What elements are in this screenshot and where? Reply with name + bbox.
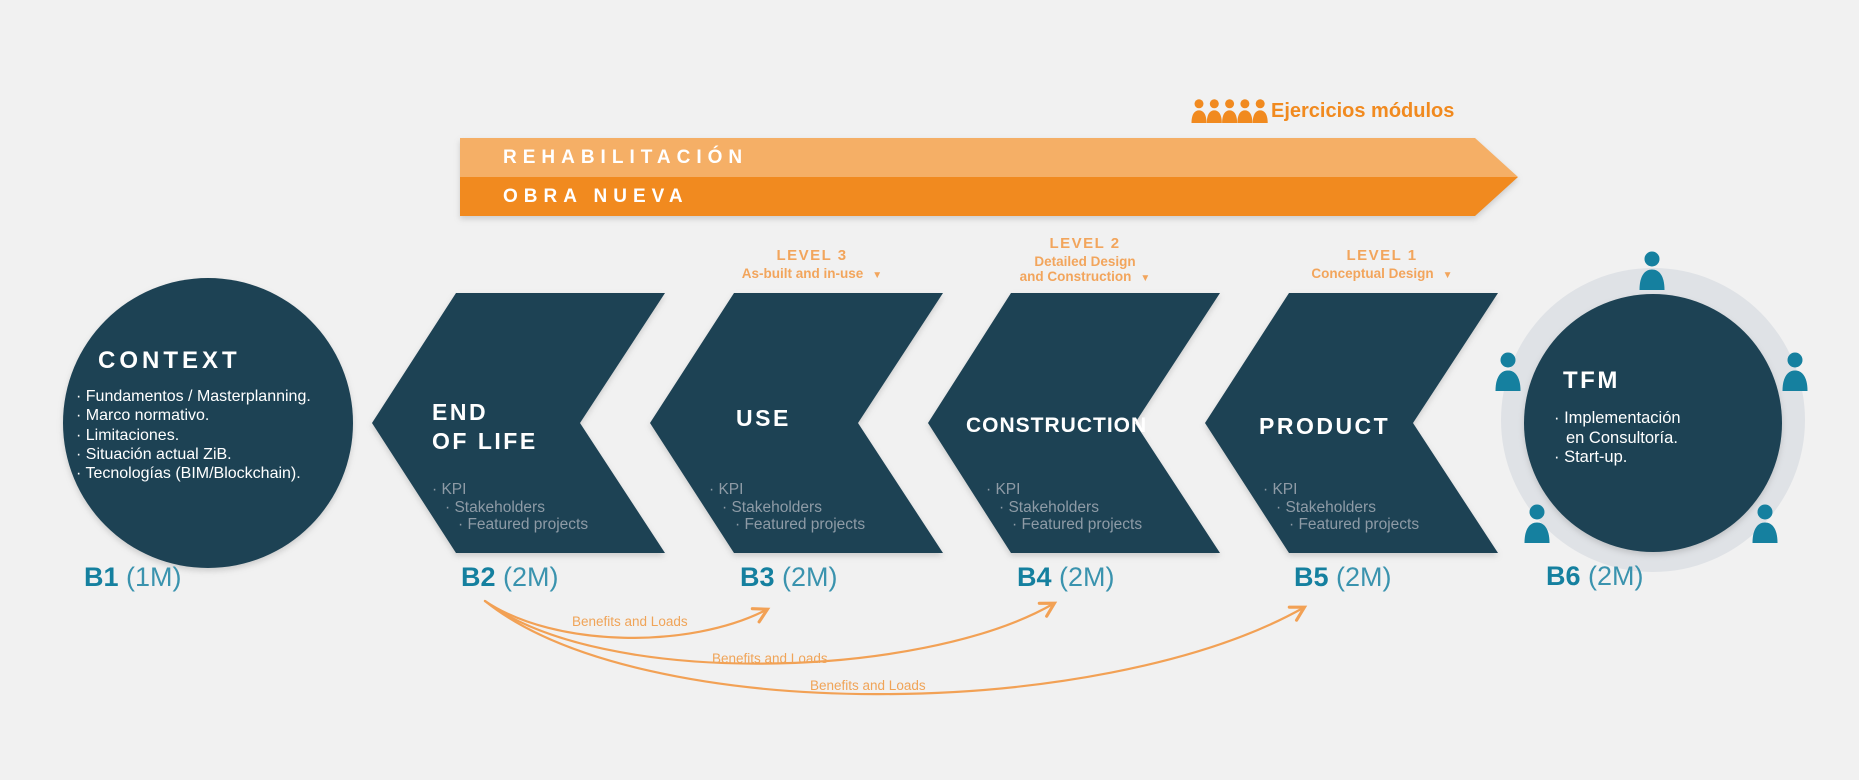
bullet: · Stakeholders [999, 498, 1099, 516]
chevron-product [1205, 293, 1498, 553]
module-duration: (2M) [782, 562, 838, 592]
level-3-detail: As-built and in-use ▼ [741, 266, 883, 281]
end-of-life-bullets: · KPI · Stakeholders · Featured projects [432, 481, 588, 534]
context-circle [63, 278, 353, 568]
person-icon [1191, 99, 1207, 123]
level-2-name: LEVEL 2 [1049, 235, 1121, 252]
context-bullet: · Situación actual ZiB. [76, 445, 232, 463]
benefits-arrow-b2-b4 [483, 599, 1058, 665]
bullet: · Implementación [1554, 409, 1681, 427]
level-1-detail: Conceptual Design ▼ [1311, 266, 1453, 281]
banner-obra-nueva-band [460, 177, 1518, 216]
banner-line-rehabilitacion: REHABILITACIÓN [503, 147, 749, 168]
end-of-life-title: END OF LIFE [432, 399, 538, 454]
module-code: B4 [1017, 562, 1052, 592]
person-icon [1639, 251, 1665, 290]
context-title: CONTEXT [98, 347, 241, 374]
product-title: PRODUCT [1259, 413, 1391, 439]
bullet: · Featured projects [1289, 516, 1420, 533]
chevron-use [650, 293, 943, 553]
bullet: · Featured projects [1012, 516, 1143, 533]
context-bullet: · Tecnologías (BIM/Blockchain). [76, 465, 301, 483]
person-icon [1222, 99, 1238, 123]
bullet: · KPI [432, 481, 467, 498]
level-2-detail: Detailed Design and Construction ▼ [1019, 254, 1151, 284]
benefits-arrow-b2-b3 [483, 599, 771, 639]
banner-line-obra-nueva: OBRA NUEVA [503, 186, 689, 207]
benefits-label-2: Benefits and Loads [712, 651, 828, 666]
product-bullets: · KPI · Stakeholders · Featured projects [1263, 481, 1419, 534]
benefits-label-1: Benefits and Loads [572, 614, 688, 629]
module-duration: (2M) [1336, 562, 1392, 592]
level-1-name: LEVEL 1 [1346, 247, 1418, 264]
module-duration: (1M) [126, 562, 182, 592]
benefits-arrows [483, 599, 1308, 696]
construction-bullets: · KPI · Stakeholders · Featured projects [986, 481, 1142, 534]
bullet: · Featured projects [458, 516, 589, 533]
module-label-b5: B5 (2M) [1294, 562, 1392, 592]
bullet: · KPI [709, 481, 744, 498]
bullet: · Stakeholders [445, 498, 545, 516]
bullet: en Consultoría. [1566, 428, 1678, 447]
module-label-b4: B4 (2M) [1017, 562, 1115, 592]
banner-rehabilitacion-band [460, 138, 1518, 177]
module-label-b6: B6 (2M) [1546, 561, 1644, 591]
level-3-label: LEVEL 3 As-built and in-use ▼ [712, 248, 912, 283]
module-duration: (2M) [1588, 561, 1644, 591]
benefits-arrow-b2-b5 [483, 599, 1308, 696]
context-bullets: · Fundamentos / Masterplanning. · Marco … [76, 387, 311, 483]
triangle-down-icon: ▼ [1140, 273, 1151, 284]
chevron-end-of-life [372, 293, 665, 553]
level-2-label: LEVEL 2 Detailed Design and Construction… [985, 236, 1185, 286]
module-label-b1: B1 (1M) [84, 562, 182, 592]
chevron-construction [928, 293, 1220, 553]
bullet: · Stakeholders [722, 498, 822, 516]
bullet: · Start-up. [1554, 448, 1628, 466]
module-label-b3: B3 (2M) [740, 562, 838, 592]
tfm-people-icons [1495, 251, 1808, 543]
level-3-name: LEVEL 3 [776, 247, 848, 264]
tfm-title: TFM [1563, 367, 1620, 394]
construction-title: CONSTRUCTION [966, 414, 1148, 437]
phase-chevrons [372, 293, 1498, 553]
program-banner-arrow [460, 138, 1518, 216]
module-duration: (2M) [503, 562, 559, 592]
context-bullet: · Limitaciones. [76, 426, 180, 444]
tfm-bullets: · Implementación en Consultoría. · Start… [1554, 409, 1681, 468]
context-bullet: · Marco normativo. [76, 407, 210, 425]
module-code: B1 [84, 562, 119, 592]
person-icon [1252, 99, 1268, 123]
exercises-people-icons [1191, 99, 1268, 123]
bullet: · Featured projects [735, 516, 866, 533]
bullet: · Stakeholders [1276, 498, 1376, 516]
bullet: · KPI [1263, 481, 1298, 498]
module-code: B3 [740, 562, 775, 592]
use-bullets: · KPI · Stakeholders · Featured projects [709, 481, 865, 534]
triangle-down-icon: ▼ [1442, 270, 1453, 281]
module-label-b2: B2 (2M) [461, 562, 559, 592]
module-code: B2 [461, 562, 496, 592]
person-icon [1782, 352, 1808, 391]
person-icon [1206, 99, 1222, 123]
triangle-down-icon: ▼ [872, 270, 883, 281]
use-title: USE [736, 405, 791, 431]
module-code: B5 [1294, 562, 1329, 592]
level-1-label: LEVEL 1 Conceptual Design ▼ [1282, 248, 1482, 283]
person-icon [1524, 504, 1550, 543]
person-icon [1752, 504, 1778, 543]
module-duration: (2M) [1059, 562, 1115, 592]
person-icon [1237, 99, 1253, 123]
bullet: · KPI [986, 481, 1021, 498]
exercises-label: Ejercicios módulos [1271, 100, 1455, 122]
context-bullet: · Fundamentos / Masterplanning. [76, 388, 311, 405]
tfm-circle [1524, 294, 1782, 552]
benefits-label-3: Benefits and Loads [810, 678, 926, 693]
person-icon [1495, 352, 1521, 391]
module-code: B6 [1546, 561, 1581, 591]
